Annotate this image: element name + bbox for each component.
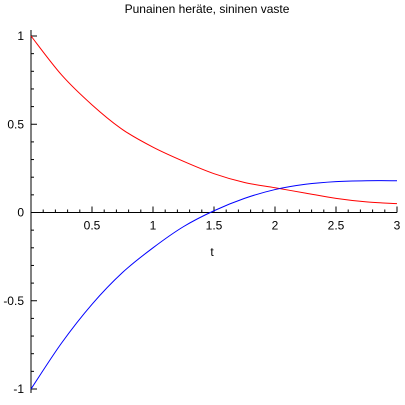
y-tick-label: 0.5 bbox=[7, 117, 24, 131]
x-tick-label: 2 bbox=[272, 219, 279, 233]
x-axis-label: t bbox=[210, 245, 214, 259]
axes: 0.5 1 1.5 2 2.5 3 1 0.5 0 -0.5 -1 bbox=[3, 29, 400, 396]
y-tick-label: -0.5 bbox=[3, 294, 24, 308]
x-tick-label: 2.5 bbox=[328, 219, 345, 233]
series-line-1 bbox=[30, 35, 398, 205]
x-tick-label: 1.5 bbox=[206, 219, 223, 233]
x-tick-label: 0.5 bbox=[84, 219, 101, 233]
series-layer bbox=[30, 35, 398, 390]
series-line-2 bbox=[30, 180, 398, 390]
y-tick-label: 1 bbox=[17, 29, 24, 43]
y-tick-label: -1 bbox=[13, 382, 24, 396]
x-tick-label: 3 bbox=[394, 219, 401, 233]
chart-title: Punainen heräte, sininen vaste bbox=[125, 2, 290, 16]
y-tick-label: 0 bbox=[17, 206, 24, 220]
x-tick-label: 1 bbox=[150, 219, 157, 233]
